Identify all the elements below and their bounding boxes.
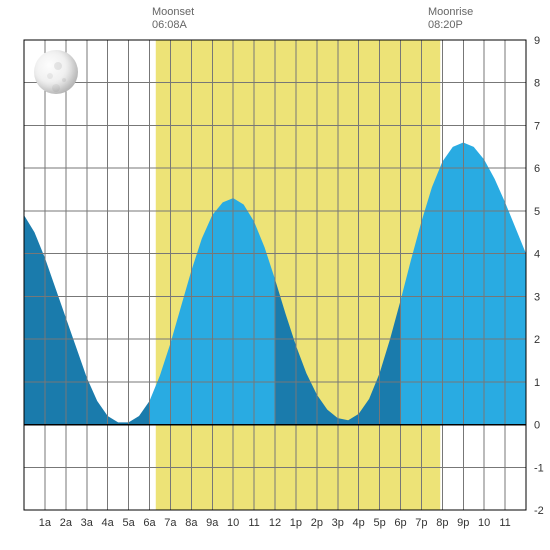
moonrise-title: Moonrise (428, 6, 473, 19)
svg-text:11: 11 (499, 517, 510, 529)
moonset-label: Moonset 06:08A (152, 6, 194, 32)
svg-text:6p: 6p (394, 517, 406, 529)
svg-text:3: 3 (534, 291, 540, 303)
svg-text:6: 6 (534, 163, 540, 175)
svg-text:10: 10 (227, 517, 239, 529)
svg-text:4a: 4a (102, 517, 115, 529)
svg-text:1p: 1p (290, 517, 302, 529)
svg-text:8: 8 (534, 78, 540, 90)
moonrise-label: Moonrise 08:20P (428, 6, 473, 32)
svg-text:-1: -1 (534, 462, 544, 474)
svg-text:12: 12 (269, 517, 281, 529)
svg-text:2p: 2p (311, 517, 323, 529)
svg-text:3a: 3a (81, 517, 94, 529)
svg-text:9a: 9a (206, 517, 219, 529)
svg-text:5p: 5p (373, 517, 385, 529)
svg-text:2a: 2a (60, 517, 73, 529)
svg-text:-2: -2 (534, 505, 544, 517)
tide-chart: Moonset 06:08A Moonrise 08:20P 1a2a3a4a5… (0, 0, 550, 550)
svg-text:2: 2 (534, 334, 540, 346)
svg-text:1: 1 (534, 377, 540, 389)
svg-text:7: 7 (534, 120, 540, 132)
moonrise-time: 08:20P (428, 19, 473, 32)
svg-text:7p: 7p (415, 517, 427, 529)
svg-text:8a: 8a (185, 517, 198, 529)
svg-text:4: 4 (534, 249, 540, 261)
svg-text:4p: 4p (353, 517, 365, 529)
moonset-time: 06:08A (152, 19, 194, 32)
moonset-title: Moonset (152, 6, 194, 19)
svg-text:0: 0 (534, 420, 540, 432)
svg-text:5: 5 (534, 206, 540, 218)
svg-text:1a: 1a (39, 517, 52, 529)
svg-text:11: 11 (248, 517, 259, 529)
chart-svg: 1a2a3a4a5a6a7a8a9a1011121p2p3p4p5p6p7p8p… (0, 0, 550, 550)
svg-text:5a: 5a (122, 517, 135, 529)
svg-text:8p: 8p (436, 517, 448, 529)
svg-text:9: 9 (534, 35, 540, 47)
svg-text:10: 10 (478, 517, 490, 529)
svg-text:3p: 3p (332, 517, 344, 529)
svg-text:9p: 9p (457, 517, 469, 529)
svg-text:6a: 6a (143, 517, 156, 529)
moon-icon (34, 50, 78, 94)
svg-text:7a: 7a (164, 517, 177, 529)
